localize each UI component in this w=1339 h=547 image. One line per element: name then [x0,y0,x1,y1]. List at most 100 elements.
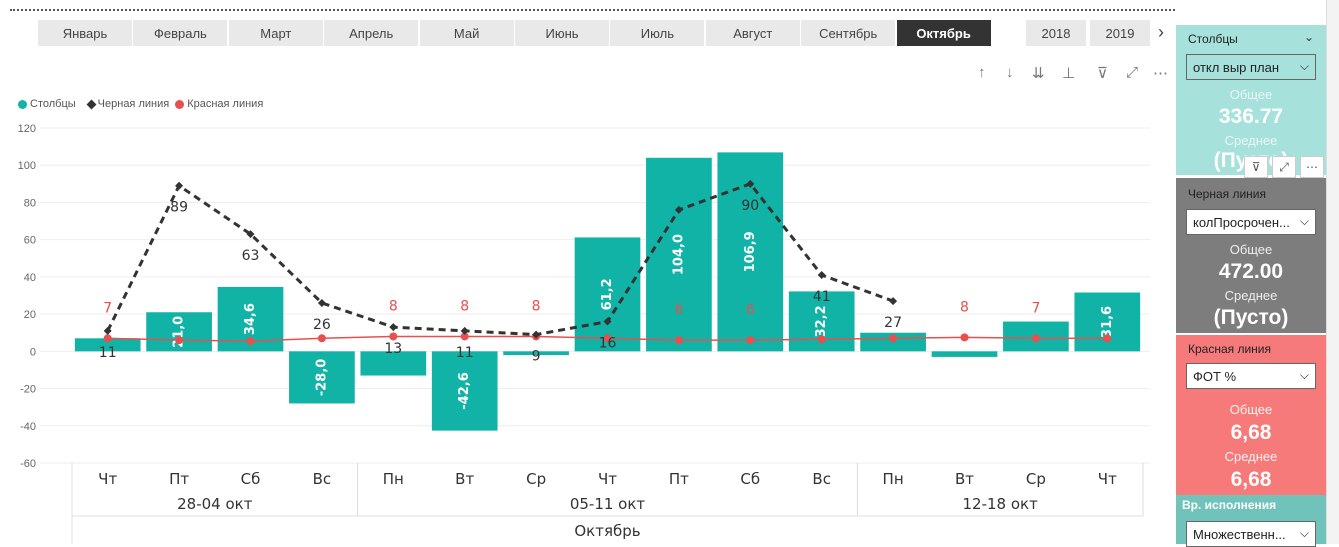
measure-select[interactable]: колПросрочен... ⌵ [1186,209,1316,235]
month-button-8[interactable]: Сентябрь [801,20,896,46]
red-point [103,334,112,343]
month-button-5[interactable]: Июнь [515,20,609,46]
total-value: 336.77 [1218,105,1284,128]
black-data-label: 90 [741,198,759,214]
month-label: Октябрь [574,522,640,540]
y-tick-label: 120 [18,123,36,135]
x-tick-label: Вс [313,470,332,488]
y-tick-label: -60 [20,458,36,470]
black-series-line [106,182,894,337]
legend-dot-red-icon [175,99,185,109]
filter-icon[interactable]: ⊽ [1097,65,1108,82]
red-data-label: 8 [460,298,469,314]
bar [289,351,355,404]
black-point [246,230,255,239]
red-point [817,335,826,344]
red-point [389,332,398,341]
y-tick-label: -40 [20,421,36,433]
year-button-2019[interactable]: 2019 [1090,20,1150,46]
chevron-right-icon[interactable]: › [1158,22,1164,42]
bar [574,237,641,352]
red-data-label: 6 [674,302,683,318]
black-point [103,326,112,335]
panel-krasnaya: Красная линия ФОТ % ⌵ Общее 6,68 Среднее … [1176,335,1326,495]
bar-data-label: -28,0 [314,359,329,396]
black-point [175,181,184,190]
y-tick-label: 100 [18,160,36,172]
bar [360,351,427,376]
x-tick-label: Чт [98,470,117,488]
month-button-0[interactable]: Январь [38,20,132,46]
month-button-4[interactable]: Май [419,20,514,46]
panel-vr-ispolneniya: Вр. исполнения Множественн... ⌵ [1176,495,1326,547]
x-tick-label: Чт [598,470,617,488]
visual-header-icons: ⊽ ⤢ ⋯ [1244,156,1324,178]
month-button-9[interactable]: Октябрь [896,20,991,46]
black-point [674,205,683,214]
month-button-1[interactable]: Февраль [133,20,228,46]
month-button-7[interactable]: Август [705,20,800,46]
more-options-icon[interactable]: ⋯ [1153,65,1168,82]
panel-stolbtsy: Столбцы ⌄ откл выр план ⌵ Общее 336.77 Ср… [1176,25,1326,175]
total-value: 6,68 [1230,421,1272,444]
bar [431,351,498,431]
year-button-2018[interactable]: 2018 [1026,20,1086,46]
x-tick-label: Вт [455,470,474,488]
black-point [817,271,826,280]
week-label: 05-11 окт [570,495,646,513]
filter-icon[interactable]: ⊽ [1244,156,1268,178]
bar-data-label: 106,9 [743,231,758,272]
red-point [746,336,755,345]
right-pane-edge [1326,0,1339,544]
y-tick-label: 0 [30,346,36,358]
x-tick-label: Чт [1098,470,1117,488]
legend-series2: Черная линия [97,98,170,110]
month-button-3[interactable]: Апрель [324,20,419,46]
x-tick-label: Ср [526,470,546,488]
focus-mode-icon[interactable]: ⤢ [1272,156,1296,178]
expand-hierarchy-icon[interactable]: ⊥ [1062,65,1076,82]
measure-select[interactable]: ФОТ % ⌵ [1186,363,1316,389]
sort-down-icon[interactable]: ↓ [1006,64,1014,81]
bar [146,312,212,352]
more-options-icon[interactable]: ⋯ [1300,156,1324,178]
black-point [889,297,898,306]
black-data-label: 16 [599,336,617,352]
total-value: 472.00 [1218,260,1284,283]
month-button-2[interactable]: Март [228,20,323,46]
black-point [460,326,469,335]
black-data-label: 27 [884,315,902,331]
x-tick-label: Сб [740,470,760,488]
avg-label: Среднее [1224,133,1278,148]
legend-dot-icon [18,99,27,109]
panel-title: Столбцы [1188,32,1238,46]
top-divider [10,9,1175,11]
drill-down-icon[interactable]: ⇊ [1032,65,1045,82]
legend-diamond-icon [86,99,97,109]
red-point [246,337,255,346]
red-point [674,336,683,345]
month-button-6[interactable]: Июль [610,20,705,46]
black-data-label: 63 [242,248,260,264]
y-tick-label: 80 [24,197,36,209]
panel-title: Красная линия [1188,342,1272,356]
week-label: 12-18 окт [963,495,1039,513]
x-tick-label: Пн [883,470,904,488]
bar [646,157,712,352]
panel-title: Вр. исполнения [1182,498,1277,512]
red-point [603,334,612,343]
x-tick-label: Вс [812,470,831,488]
chevron-up-icon[interactable]: ⌄ [1303,30,1314,44]
sort-up-icon[interactable]: ↑ [978,64,986,81]
bar-data-label: 34,6 [243,303,258,335]
measure-select[interactable]: Множественн... ⌵ [1186,521,1316,547]
bar [74,338,141,352]
red-data-label: 6 [746,302,755,318]
red-data-label: 8 [389,298,398,314]
black-point [603,317,612,326]
bar-data-label: 32,2 [814,305,829,337]
focus-mode-icon[interactable]: ⤢ [1126,64,1139,81]
red-data-label: 8 [960,299,969,315]
measure-select[interactable]: откл выр план ⌵ [1186,54,1316,80]
avg-value: 6,68 [1230,468,1272,491]
